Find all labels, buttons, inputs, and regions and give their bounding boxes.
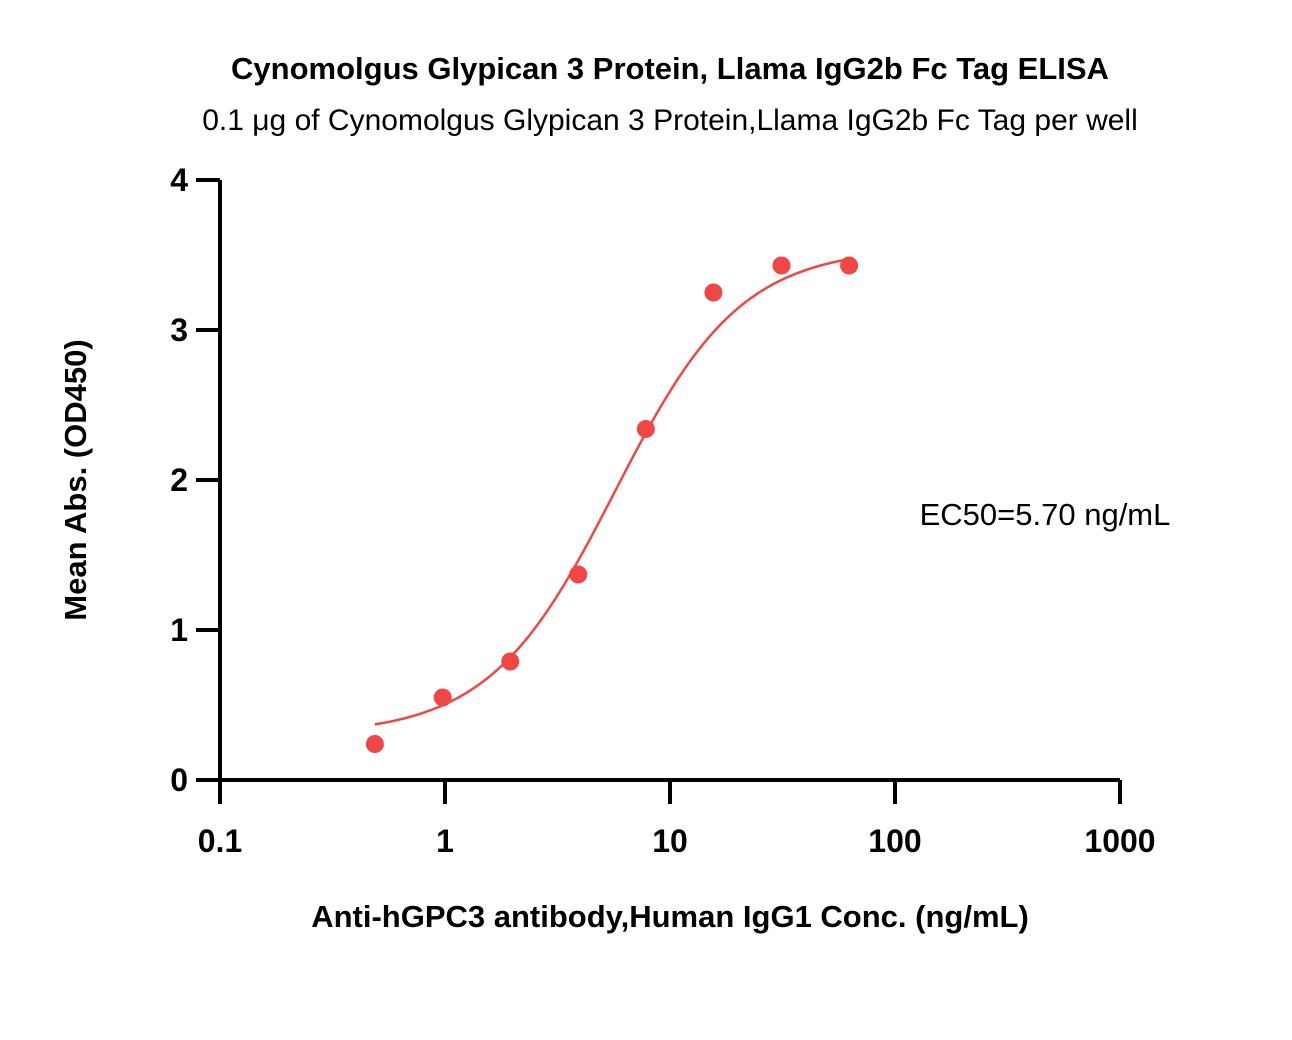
data-point (772, 256, 791, 275)
fit-curve-layer (374, 257, 850, 726)
y-tick-label: 1 (170, 612, 188, 648)
data-point (636, 420, 655, 438)
ec50-annotation: EC50=5.70 ng/mL (920, 497, 1171, 532)
data-point (365, 735, 384, 753)
x-tick-label: 1000 (1084, 823, 1155, 859)
y-tick-label: 2 (170, 462, 188, 498)
data-point (704, 283, 723, 302)
x-tick-label: 10 (652, 823, 688, 859)
y-tick-label: 3 (170, 312, 188, 348)
chart-title: Cynomolgus Glypican 3 Protein, Llama IgG… (231, 51, 1109, 86)
data-point (501, 652, 520, 671)
x-tick-label: 1 (436, 823, 454, 859)
x-axis-label: Anti-hGPC3 antibody,Human IgG1 Conc. (ng… (311, 899, 1029, 934)
y-tick-label: 0 (170, 762, 188, 798)
y-axis-label: Mean Abs. (OD450) (58, 339, 93, 620)
x-tick-label: 100 (868, 823, 921, 859)
chart-subtitle: 0.1 μg of Cynomolgus Glypican 3 Protein,… (202, 104, 1138, 137)
y-tick-label: 4 (170, 162, 188, 198)
fit-curve (374, 257, 850, 726)
data-point (433, 688, 452, 707)
data-point (569, 565, 588, 584)
x-tick-label: 0.1 (198, 823, 242, 859)
axes (218, 180, 1120, 782)
data-points (365, 256, 859, 753)
axis-ticks: 0.1 1 10 100 1000 0 1 2 3 4 (170, 162, 1155, 859)
data-point (840, 256, 859, 275)
